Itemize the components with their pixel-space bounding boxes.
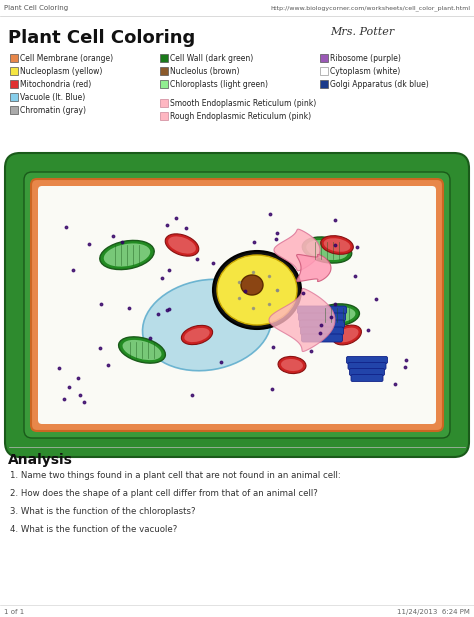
- Ellipse shape: [315, 304, 359, 326]
- FancyBboxPatch shape: [346, 357, 388, 363]
- Bar: [320, 80, 328, 88]
- Ellipse shape: [319, 307, 356, 323]
- FancyBboxPatch shape: [299, 313, 346, 321]
- Text: 2. How does the shape of a plant cell differ from that of an animal cell?: 2. How does the shape of a plant cell di…: [10, 489, 318, 499]
- Text: Chromatin (gray): Chromatin (gray): [20, 106, 86, 115]
- Ellipse shape: [333, 325, 362, 345]
- FancyBboxPatch shape: [351, 375, 383, 381]
- Bar: [160, 54, 168, 62]
- Text: Ribosome (purple): Ribosome (purple): [330, 54, 401, 63]
- Ellipse shape: [100, 241, 154, 270]
- Bar: [10, 67, 18, 75]
- Polygon shape: [269, 289, 335, 352]
- Bar: [320, 54, 328, 62]
- Ellipse shape: [336, 328, 358, 342]
- FancyBboxPatch shape: [5, 153, 469, 457]
- Text: Plant Cell Coloring: Plant Cell Coloring: [4, 5, 68, 11]
- Text: Chloroplasts (light green): Chloroplasts (light green): [170, 80, 268, 89]
- Ellipse shape: [184, 328, 210, 342]
- Text: Nucleoplasm (yellow): Nucleoplasm (yellow): [20, 67, 102, 76]
- Bar: [160, 99, 168, 107]
- FancyBboxPatch shape: [24, 172, 450, 438]
- Text: Mrs. Potter: Mrs. Potter: [330, 27, 394, 37]
- Ellipse shape: [104, 244, 150, 267]
- Text: 3. What is the function of the chloroplasts?: 3. What is the function of the chloropla…: [10, 508, 195, 516]
- Ellipse shape: [278, 357, 306, 373]
- Bar: [320, 67, 328, 75]
- Ellipse shape: [217, 255, 297, 325]
- Text: Smooth Endoplasmic Reticulum (pink): Smooth Endoplasmic Reticulum (pink): [170, 99, 316, 108]
- Bar: [10, 54, 18, 62]
- FancyBboxPatch shape: [348, 363, 386, 370]
- Ellipse shape: [143, 280, 272, 371]
- Text: Cell Wall (dark green): Cell Wall (dark green): [170, 54, 253, 63]
- FancyBboxPatch shape: [298, 306, 346, 314]
- FancyBboxPatch shape: [31, 179, 443, 431]
- Ellipse shape: [168, 236, 196, 254]
- Text: Plant Cell Coloring: Plant Cell Coloring: [8, 29, 195, 47]
- Text: Golgi Apparatus (dk blue): Golgi Apparatus (dk blue): [330, 80, 429, 89]
- Text: Cell Membrane (orange): Cell Membrane (orange): [20, 54, 113, 63]
- Bar: [10, 106, 18, 114]
- Ellipse shape: [118, 337, 165, 363]
- Text: Analysis: Analysis: [8, 453, 73, 467]
- Text: Nucleolus (brown): Nucleolus (brown): [170, 67, 239, 76]
- Text: Rough Endoplasmic Reticulum (pink): Rough Endoplasmic Reticulum (pink): [170, 112, 311, 121]
- Bar: [10, 80, 18, 88]
- FancyBboxPatch shape: [349, 368, 384, 376]
- Polygon shape: [297, 254, 331, 281]
- FancyBboxPatch shape: [301, 327, 344, 335]
- Ellipse shape: [123, 340, 162, 360]
- Bar: [160, 67, 168, 75]
- Ellipse shape: [182, 325, 213, 345]
- Text: Cytoplasm (white): Cytoplasm (white): [330, 67, 400, 76]
- Bar: [160, 80, 168, 88]
- Text: Mitochondria (red): Mitochondria (red): [20, 80, 91, 89]
- FancyBboxPatch shape: [38, 186, 436, 424]
- Text: Vacuole (lt. Blue): Vacuole (lt. Blue): [20, 93, 85, 102]
- Ellipse shape: [302, 237, 352, 263]
- Text: 1 of 1: 1 of 1: [4, 609, 24, 615]
- Text: 4. What is the function of the vacuole?: 4. What is the function of the vacuole?: [10, 526, 177, 534]
- Text: 1. Name two things found in a plant cell that are not found in an animal cell:: 1. Name two things found in a plant cell…: [10, 471, 341, 481]
- Bar: [10, 93, 18, 101]
- Polygon shape: [274, 229, 320, 271]
- Text: http://www.biologycorner.com/worksheets/cell_color_plant.html: http://www.biologycorner.com/worksheets/…: [270, 5, 470, 11]
- FancyBboxPatch shape: [300, 320, 345, 328]
- Ellipse shape: [165, 234, 199, 256]
- Ellipse shape: [324, 238, 350, 252]
- Ellipse shape: [241, 275, 263, 295]
- Ellipse shape: [281, 359, 303, 371]
- Ellipse shape: [306, 240, 348, 260]
- Text: 11/24/2013  6:24 PM: 11/24/2013 6:24 PM: [397, 609, 470, 615]
- Ellipse shape: [321, 236, 353, 254]
- Bar: [160, 112, 168, 120]
- FancyBboxPatch shape: [301, 334, 343, 342]
- Ellipse shape: [213, 251, 301, 329]
